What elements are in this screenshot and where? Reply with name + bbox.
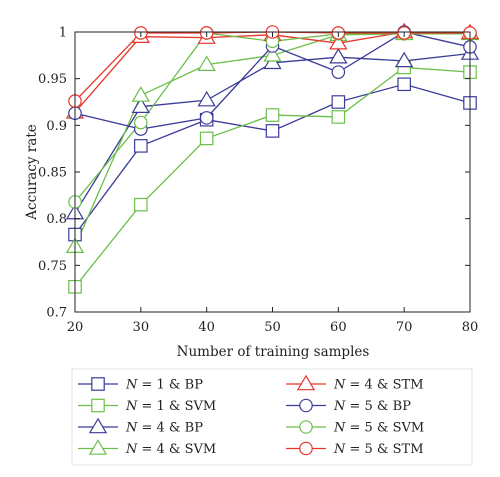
legend-marker (91, 398, 105, 413)
x-tick-label: 70 (396, 320, 413, 335)
data-point-s1-2 (134, 139, 148, 153)
legend-label: N = 5 & BP (333, 399, 411, 414)
data-point-s4-2 (131, 86, 151, 102)
legend-marker (299, 441, 313, 456)
legend-marker (88, 417, 108, 434)
data-point-s2-3 (199, 131, 214, 146)
x-tick-label: 30 (133, 320, 150, 335)
y-tick-label: 0.75 (38, 259, 67, 274)
axes: 20 30 40 50 60 70 80 0.7 0.75 0.8 0.85 0.9 0.95 1 (38, 26, 478, 336)
legend-label: N = 4 & SVM (125, 442, 216, 457)
legend-marker (299, 420, 313, 434)
legend-box (71, 368, 473, 466)
legend-label: N = 4 & BP (125, 421, 203, 436)
data-point-s5-5 (329, 33, 348, 50)
legend: N = 1 & BP N = 1 & SVM N = 4 & BP N = 4 & S… (71, 368, 473, 466)
data-point-s2-2 (134, 197, 148, 212)
legend-label: N = 1 & BP (125, 378, 203, 393)
y-tick-label: 0.8 (46, 212, 67, 227)
y-axis-label: Accuracy rate (24, 124, 40, 220)
x-tick-label: 60 (330, 320, 347, 335)
data-point-s3-6 (394, 51, 414, 68)
data-point-s6-3 (199, 111, 214, 125)
y-tick-label: 0.95 (38, 72, 67, 87)
legend-label: N = 5 & STM (333, 442, 424, 457)
y-tick-label: 1 (59, 26, 67, 41)
data-point-s3-5 (329, 47, 348, 64)
legend-marker (299, 398, 313, 413)
data-point-s3-3 (197, 90, 216, 107)
data-point-s6-5 (331, 65, 346, 79)
data-point-s1-5 (331, 95, 346, 109)
x-axis-label: Number of training samples (177, 344, 370, 360)
x-tick-label: 40 (198, 320, 215, 335)
y-tick-label: 0.85 (38, 166, 67, 181)
x-tick-label: 50 (264, 320, 281, 335)
data-point-s1-4 (265, 124, 280, 138)
legend-label: N = 4 & STM (333, 378, 424, 393)
data-point-s2-4 (265, 108, 280, 122)
legend-marker (296, 374, 316, 391)
data-point-s7-2 (134, 115, 148, 130)
y-tick-label: 0.7 (46, 306, 67, 321)
x-tick-label: 20 (67, 320, 84, 335)
data-point-s1-6 (397, 77, 411, 92)
legend-label: N = 5 & SVM (333, 421, 424, 436)
legend-marker (88, 439, 108, 455)
x-tick-label: 80 (462, 320, 479, 335)
plot-area (65, 22, 480, 294)
data-point-s2-5 (331, 110, 346, 124)
data-point-s4-3 (197, 55, 216, 71)
legend-marker (91, 377, 105, 391)
data-point-s4-4 (263, 46, 282, 62)
y-tick-label: 0.9 (46, 119, 67, 134)
legend-label: N = 1 & SVM (125, 399, 216, 414)
data-point-s3-2 (131, 97, 151, 113)
